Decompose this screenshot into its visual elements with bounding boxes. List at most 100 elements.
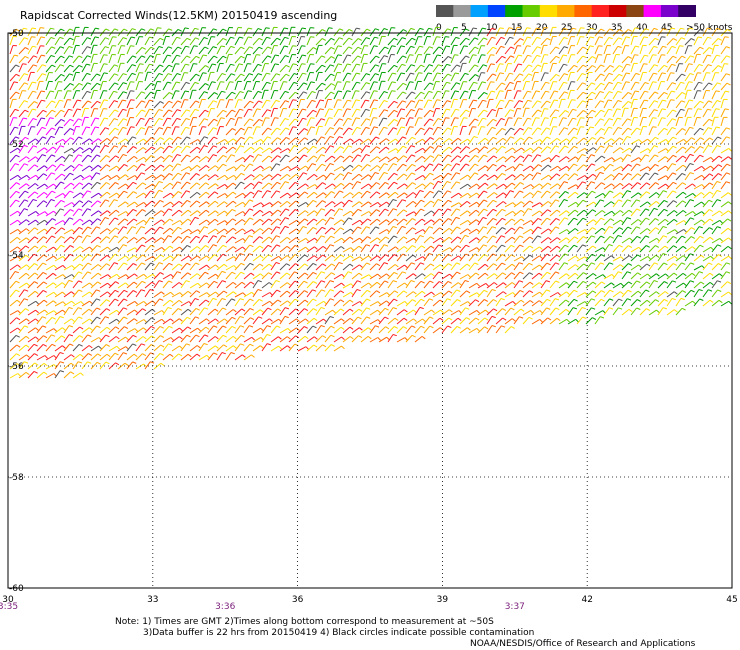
wind-barb xyxy=(288,137,296,145)
wind-barb-flag xyxy=(231,128,236,131)
wind-barb-flag xyxy=(348,28,353,32)
wind-barb xyxy=(594,247,604,253)
wind-barb-flag xyxy=(438,64,443,67)
wind-barb xyxy=(693,117,698,127)
wind-barb xyxy=(333,290,341,298)
wind-barb-flag xyxy=(501,244,506,248)
wind-barb-flag xyxy=(519,235,524,238)
wind-barb xyxy=(126,136,133,145)
wind-barb xyxy=(189,126,193,136)
wind-barb xyxy=(243,136,250,145)
wind-barb xyxy=(90,36,96,46)
wind-barb-flag xyxy=(203,145,208,148)
wind-barb-flag xyxy=(340,155,345,159)
wind-barb-flag xyxy=(70,236,75,240)
wind-barb-flag xyxy=(159,101,164,104)
wind-barb xyxy=(234,181,242,190)
wind-barb xyxy=(63,73,70,82)
wind-barb xyxy=(351,108,357,118)
wind-barb-flag xyxy=(728,300,732,305)
wind-barb xyxy=(234,298,241,307)
wind-barb-flag xyxy=(87,55,92,58)
wind-barb xyxy=(549,209,558,217)
wind-barb xyxy=(99,210,108,217)
wind-barb xyxy=(270,100,277,109)
wind-barb xyxy=(252,146,261,154)
wind-barb xyxy=(468,172,475,181)
wind-barb xyxy=(198,226,205,235)
wind-barb xyxy=(189,200,197,208)
wind-barb-flag xyxy=(339,37,344,40)
wind-barb xyxy=(63,64,71,73)
wind-barb xyxy=(216,271,223,280)
wind-barb-flag xyxy=(305,165,309,169)
wind-barb xyxy=(711,254,719,262)
wind-barb-flag xyxy=(196,246,201,250)
wind-barb xyxy=(288,174,297,181)
wind-barb-flag xyxy=(265,117,270,119)
wind-barb xyxy=(387,235,395,244)
wind-barb xyxy=(144,262,152,271)
wind-barb-flag xyxy=(512,147,516,152)
wind-barb-flag xyxy=(609,28,614,31)
wind-barb-flag xyxy=(231,154,236,157)
wind-barb xyxy=(387,156,396,163)
wind-barb xyxy=(414,183,423,190)
wind-barb xyxy=(531,210,540,217)
wind-barb xyxy=(495,37,502,46)
wind-barb-flag xyxy=(123,289,128,293)
wind-barb xyxy=(144,91,152,100)
wind-barb xyxy=(693,211,703,217)
wind-barb-flag xyxy=(627,271,632,274)
wind-barb xyxy=(288,237,297,244)
wind-barb xyxy=(576,199,584,208)
wind-barb-flag xyxy=(628,281,633,285)
wind-barb xyxy=(711,126,717,136)
wind-barb xyxy=(351,289,358,298)
wind-barb-flag xyxy=(356,63,361,66)
wind-barb-flag xyxy=(646,299,651,304)
wind-barb xyxy=(594,54,599,64)
wind-barb-flag xyxy=(393,271,398,275)
wind-barb-flag xyxy=(583,272,588,275)
wind-barb xyxy=(441,298,448,307)
wind-barb xyxy=(171,209,180,217)
wind-barb xyxy=(450,192,459,199)
wind-barb xyxy=(135,289,142,298)
wind-barb-flag xyxy=(141,46,146,50)
wind-barb-flag xyxy=(499,27,504,29)
wind-barb-flag xyxy=(188,166,193,170)
wind-barb-flag xyxy=(529,245,534,249)
wind-barb-flag xyxy=(530,220,535,224)
wind-barb xyxy=(270,117,276,127)
wind-barb-flag xyxy=(17,246,21,250)
wind-barb xyxy=(315,136,322,145)
wind-barb-flag xyxy=(681,235,686,239)
wind-barb xyxy=(72,83,80,91)
wind-barb xyxy=(261,210,270,217)
wind-barb xyxy=(333,201,342,208)
wind-barb-flag xyxy=(565,282,570,286)
wind-barb xyxy=(180,72,185,82)
wind-barb-flag xyxy=(726,262,731,265)
wind-barb xyxy=(603,118,610,127)
wind-barb xyxy=(504,272,512,280)
wind-barb-flag xyxy=(519,244,524,248)
wind-barb-flag xyxy=(134,301,138,305)
wind-barb-flag xyxy=(563,46,569,49)
wind-barb xyxy=(711,90,717,100)
wind-barb xyxy=(27,191,35,199)
wind-barb-flag xyxy=(564,190,569,194)
wind-barb xyxy=(441,181,448,190)
wind-barb xyxy=(90,200,98,208)
wind-barb-flag xyxy=(151,146,156,150)
wind-barb-flag xyxy=(368,255,372,259)
wind-barb-flag xyxy=(42,109,47,113)
wind-barb-flag xyxy=(214,210,219,214)
wind-barb-flag xyxy=(672,82,677,85)
wind-barb xyxy=(288,156,297,163)
wind-barb-flag xyxy=(492,217,497,221)
wind-barb xyxy=(63,147,72,154)
wind-barb-flag xyxy=(645,154,650,157)
wind-barb xyxy=(297,191,305,199)
